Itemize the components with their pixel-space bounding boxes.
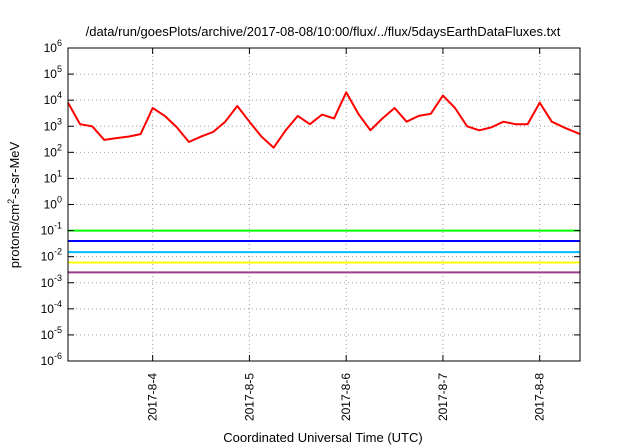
y-tick-base: 10: [41, 224, 55, 238]
y-tick-exponent: 2: [57, 142, 62, 152]
y-tick-base: 10: [41, 328, 55, 342]
y-axis: 10-610-510-410-310-210-11001011021031041…: [41, 38, 580, 368]
chart-title: /data/run/goesPlots/archive/2017-08-08/1…: [86, 24, 561, 39]
x-tick-label: 2017-8-7: [436, 373, 450, 421]
x-tick-label: 2017-8-6: [339, 373, 353, 421]
y-tick-label: 10-5: [41, 325, 62, 342]
y-tick-exponent: -3: [54, 273, 62, 283]
grid: [68, 48, 580, 361]
x-axis-label: Coordinated Universal Time (UTC): [223, 430, 422, 445]
y-tick-label: 10-3: [41, 273, 62, 290]
y-axis-label-rest: -s-sr-MeV: [7, 141, 22, 198]
y-tick-base: 10: [44, 145, 58, 159]
y-tick-exponent: 5: [57, 64, 62, 74]
y-tick-label: 10-4: [41, 299, 62, 316]
y-tick-base: 10: [41, 354, 55, 368]
y-tick-exponent: 0: [57, 195, 62, 205]
y-tick-exponent: -1: [54, 221, 62, 231]
y-tick-base: 10: [44, 198, 58, 212]
y-axis-label-base: protons/cm: [7, 204, 22, 268]
y-tick-label: 106: [44, 38, 62, 55]
y-tick-label: 102: [44, 142, 62, 159]
y-tick-exponent: 6: [57, 38, 62, 48]
y-tick-base: 10: [44, 171, 58, 185]
y-tick-label: 10-6: [41, 351, 62, 368]
y-tick-base: 10: [44, 41, 58, 55]
y-tick-base: 10: [44, 67, 58, 81]
x-axis: 2017-8-4 2017-8-5 2017-8-6 2017-8-7 2017-8-8: [146, 48, 547, 421]
y-tick-exponent: 3: [57, 116, 62, 126]
y-axis-label-sup: 2: [6, 199, 16, 204]
y-tick-label: 10-2: [41, 247, 62, 264]
series-layer: [67, 91, 581, 274]
y-tick-base: 10: [44, 93, 58, 107]
x-tick-label: 2017-8-4: [146, 373, 160, 421]
y-tick-base: 10: [41, 250, 55, 264]
y-tick-base: 10: [41, 302, 55, 316]
y-tick-label: 105: [44, 64, 62, 81]
y-tick-label: 100: [44, 195, 62, 212]
y-tick-label: 101: [44, 168, 62, 185]
y-tick-label: 104: [44, 90, 62, 107]
y-tick-exponent: -5: [54, 325, 62, 335]
x-tick-label: 2017-8-5: [242, 373, 256, 421]
y-tick-exponent: -4: [54, 299, 62, 309]
y-axis-label: protons/cm2-s-sr-MeV: [6, 141, 22, 268]
y-tick-base: 10: [41, 276, 55, 290]
y-tick-label: 103: [44, 116, 62, 133]
y-tick-label: 10-1: [41, 221, 62, 238]
y-tick-exponent: -6: [54, 351, 62, 361]
y-tick-exponent: -2: [54, 247, 62, 257]
series-line-1: [67, 91, 581, 149]
x-tick-label: 2017-8-8: [533, 373, 547, 421]
y-tick-base: 10: [44, 119, 58, 133]
y-tick-exponent: 1: [57, 168, 62, 178]
y-tick-exponent: 4: [57, 90, 62, 100]
